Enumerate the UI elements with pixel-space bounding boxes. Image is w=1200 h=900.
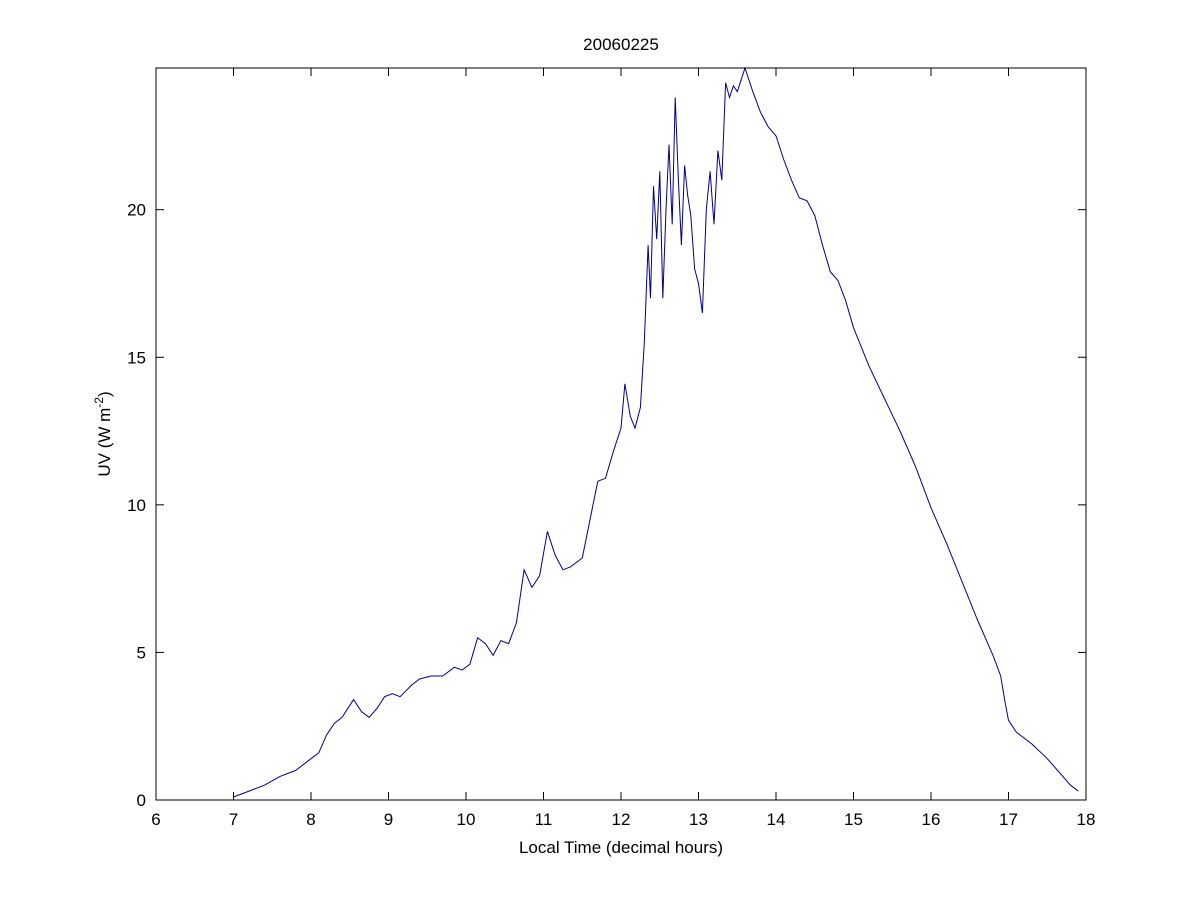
y-axis-label-superscript: -2 <box>92 397 106 408</box>
y-tick-label: 15 <box>127 348 146 367</box>
x-tick-label: 11 <box>535 810 553 829</box>
plot-area <box>155 67 1087 801</box>
uv-series-line <box>233 66 1079 798</box>
y-tick-label: 0 <box>137 791 146 810</box>
x-tick-label: 6 <box>151 810 160 829</box>
x-tick-label: 15 <box>844 810 863 829</box>
y-axis-label-prefix: UV (W m <box>95 408 114 477</box>
x-tick-label: 17 <box>999 810 1018 829</box>
chart-title: 20060225 <box>583 35 659 54</box>
axis-ticks <box>155 68 1087 801</box>
y-axis-label-suffix: ) <box>95 391 114 397</box>
tick-labels: 6 7 8 9 10 11 12 13 14 15 16 17 18 0 5 10 15 20 <box>127 201 1095 829</box>
x-tick-label: 12 <box>612 810 631 829</box>
y-tick-label: 10 <box>127 496 146 515</box>
y-axis-label: UV (W m-2) <box>92 391 114 476</box>
x-tick-label: 8 <box>306 810 315 829</box>
x-tick-label: 9 <box>384 810 393 829</box>
x-tick-label: 10 <box>457 810 476 829</box>
y-tick-label: 5 <box>137 643 146 662</box>
x-tick-label: 14 <box>767 810 786 829</box>
x-tick-label: 16 <box>922 810 941 829</box>
x-axis-label: Local Time (decimal hours) <box>519 838 723 857</box>
x-tick-label: 13 <box>689 810 708 829</box>
x-tick-label: 7 <box>229 810 238 829</box>
y-tick-label: 20 <box>127 201 146 220</box>
x-tick-label: 18 <box>1077 810 1096 829</box>
